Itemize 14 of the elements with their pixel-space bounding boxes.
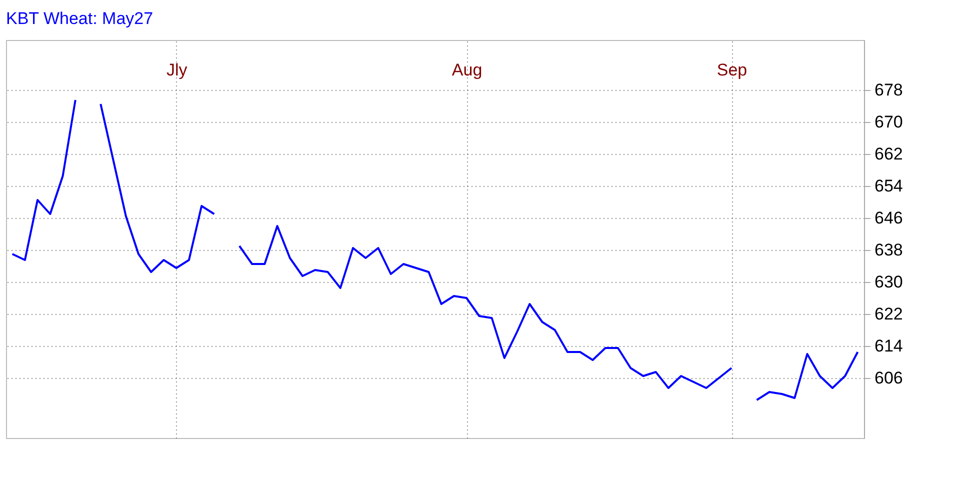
y-tick-label: 646 xyxy=(874,208,903,228)
chart-title: KBT Wheat: May27 xyxy=(6,9,154,28)
y-tick-label: 614 xyxy=(874,336,903,356)
x-tick-label: Aug xyxy=(452,60,482,80)
y-tick-label: 638 xyxy=(874,240,903,260)
y-tick-label: 678 xyxy=(874,80,903,100)
y-tick-label: 662 xyxy=(874,144,903,164)
y-tick-label: 670 xyxy=(874,112,903,132)
x-tick-label: Sep xyxy=(716,60,748,80)
y-tick-label: 654 xyxy=(874,176,903,196)
y-tick-label: 622 xyxy=(874,304,903,324)
x-tick-label: Jly xyxy=(166,60,188,80)
y-tick-label: 606 xyxy=(874,368,903,388)
y-tick-label: 630 xyxy=(874,272,903,292)
